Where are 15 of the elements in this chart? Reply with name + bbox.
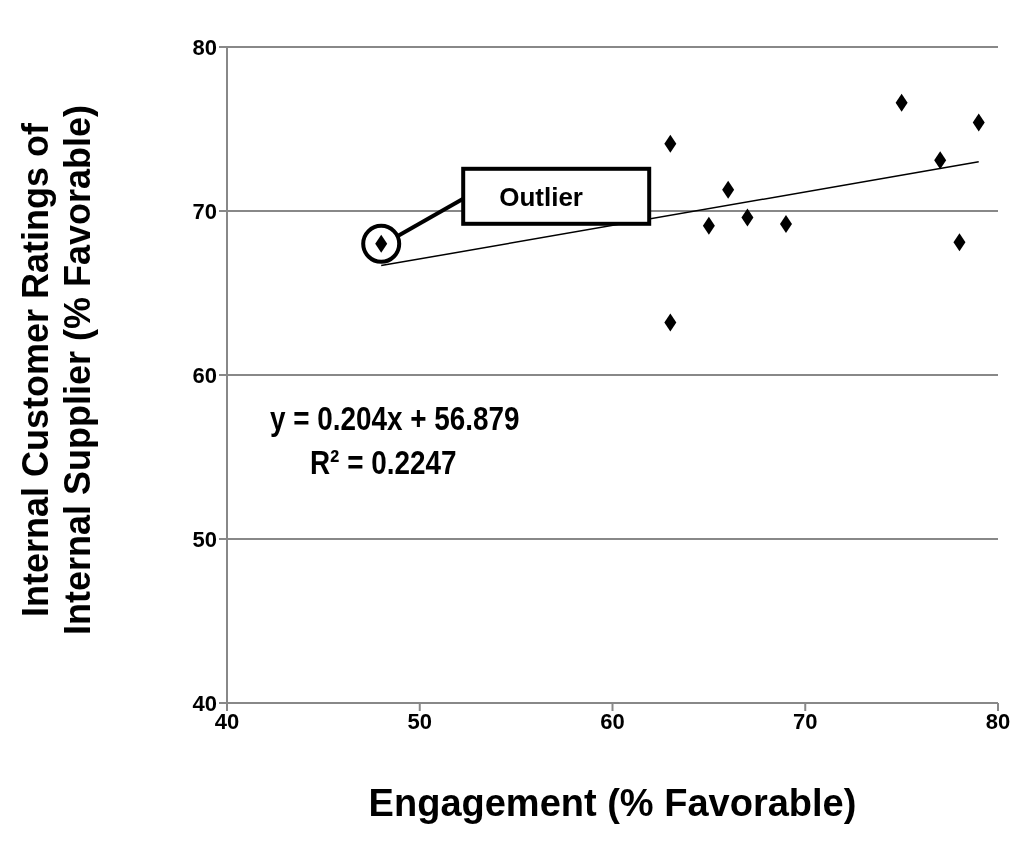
y-tick-label: 70: [192, 198, 217, 224]
x-tick-label: 70: [793, 708, 818, 734]
y-axis-title: Internal Customer Ratings of Internal Supplier (% Favorable): [15, 104, 98, 636]
annotation: R² = 0.2247: [310, 443, 457, 482]
x-axis-title: Engagement (% Favorable): [368, 782, 857, 824]
y-tick-label: 40: [192, 690, 217, 716]
y-tick-label: 60: [192, 362, 217, 388]
x-tick-label: 40: [214, 708, 240, 734]
x-tick-label: 80: [985, 708, 1011, 734]
x-tick-label: 50: [407, 708, 432, 734]
x-tick-label: 60: [600, 708, 625, 734]
y-tick-label: 50: [192, 526, 217, 552]
annotation: Outlier: [499, 181, 583, 212]
annotation: y = 0.204x + 56.879: [270, 399, 520, 438]
y-tick-label: 80: [192, 34, 217, 60]
